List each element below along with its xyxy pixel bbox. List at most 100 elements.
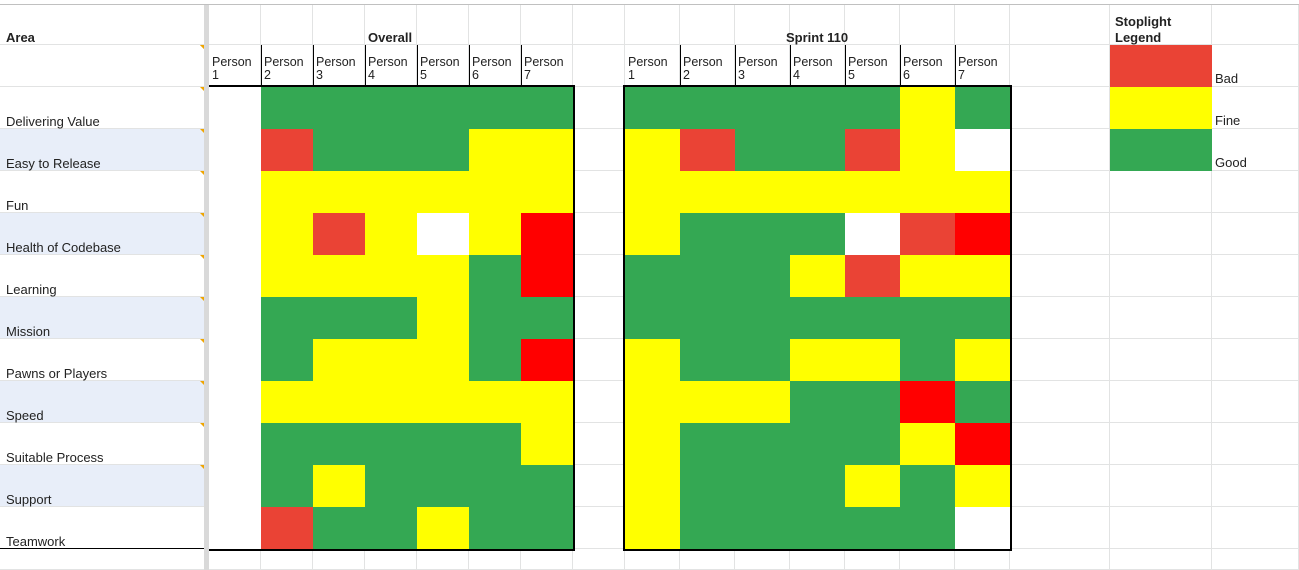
grid-cell[interactable] [1010, 4, 1110, 45]
overall-rating-cell[interactable] [417, 171, 469, 213]
overall-rating-cell[interactable] [209, 465, 261, 507]
grid-cell[interactable] [0, 549, 209, 570]
grid-cell[interactable] [0, 465, 209, 507]
sprint-rating-cell[interactable] [955, 255, 1010, 297]
grid-cell[interactable] [313, 4, 365, 45]
grid-cell[interactable] [1212, 423, 1299, 465]
sprint-rating-cell[interactable] [790, 87, 845, 129]
grid-cell[interactable] [0, 423, 209, 465]
grid-cell[interactable] [573, 45, 625, 87]
grid-cell[interactable] [1212, 171, 1299, 213]
sprint-rating-cell[interactable] [845, 339, 900, 381]
sprint-rating-cell[interactable] [680, 87, 735, 129]
overall-rating-cell[interactable] [209, 507, 261, 549]
sprint-rating-cell[interactable] [845, 255, 900, 297]
sprint-rating-cell[interactable] [955, 381, 1010, 423]
overall-rating-cell[interactable] [365, 381, 417, 423]
overall-rating-cell[interactable] [469, 87, 521, 129]
overall-rating-cell[interactable] [469, 255, 521, 297]
sprint-rating-cell[interactable] [955, 213, 1010, 255]
grid-cell[interactable] [0, 87, 209, 129]
overall-rating-cell[interactable] [209, 339, 261, 381]
sprint-rating-cell[interactable] [735, 213, 790, 255]
grid-cell[interactable] [573, 87, 625, 129]
overall-rating-cell[interactable] [313, 255, 365, 297]
grid-cell[interactable] [790, 4, 845, 45]
overall-rating-cell[interactable] [365, 171, 417, 213]
sprint-rating-cell[interactable] [790, 255, 845, 297]
grid-cell[interactable] [0, 381, 209, 423]
sprint-rating-cell[interactable] [735, 87, 790, 129]
overall-rating-cell[interactable] [469, 465, 521, 507]
sprint-rating-cell[interactable] [900, 297, 955, 339]
grid-cell[interactable] [1010, 381, 1110, 423]
overall-rating-cell[interactable] [521, 297, 573, 339]
sprint-rating-cell[interactable] [900, 465, 955, 507]
sprint-rating-cell[interactable] [625, 213, 680, 255]
sprint-rating-cell[interactable] [955, 297, 1010, 339]
grid-cell[interactable] [1212, 45, 1299, 87]
overall-rating-cell[interactable] [313, 339, 365, 381]
overall-rating-cell[interactable] [313, 213, 365, 255]
overall-rating-cell[interactable] [521, 507, 573, 549]
sprint-rating-cell[interactable] [900, 507, 955, 549]
sprint-rating-cell[interactable] [735, 507, 790, 549]
sprint-rating-cell[interactable] [900, 171, 955, 213]
sprint-rating-cell[interactable] [955, 465, 1010, 507]
sprint-rating-cell[interactable] [680, 255, 735, 297]
grid-cell[interactable] [573, 255, 625, 297]
overall-rating-cell[interactable] [261, 87, 313, 129]
sprint-rating-cell[interactable] [680, 507, 735, 549]
grid-cell[interactable] [1010, 129, 1110, 171]
overall-rating-cell[interactable] [469, 507, 521, 549]
overall-rating-cell[interactable] [417, 465, 469, 507]
overall-rating-cell[interactable] [261, 465, 313, 507]
overall-rating-cell[interactable] [521, 465, 573, 507]
grid-cell[interactable] [573, 4, 625, 45]
grid-cell[interactable] [417, 45, 469, 87]
grid-cell[interactable] [573, 171, 625, 213]
sprint-rating-cell[interactable] [790, 381, 845, 423]
overall-rating-cell[interactable] [365, 297, 417, 339]
grid-cell[interactable] [209, 549, 261, 570]
grid-cell[interactable] [573, 423, 625, 465]
grid-cell[interactable] [1110, 549, 1212, 570]
grid-cell[interactable] [365, 4, 417, 45]
grid-cell[interactable] [680, 4, 735, 45]
grid-cell[interactable] [1010, 507, 1110, 549]
grid-cell[interactable] [521, 4, 573, 45]
grid-cell[interactable] [955, 4, 1010, 45]
overall-rating-cell[interactable] [209, 381, 261, 423]
sprint-rating-cell[interactable] [625, 381, 680, 423]
grid-cell[interactable] [1212, 255, 1299, 297]
grid-cell[interactable] [469, 549, 521, 570]
grid-cell[interactable] [1010, 171, 1110, 213]
grid-cell[interactable] [845, 45, 900, 87]
grid-cell[interactable] [1010, 423, 1110, 465]
overall-rating-cell[interactable] [521, 423, 573, 465]
sprint-rating-cell[interactable] [735, 465, 790, 507]
sprint-rating-cell[interactable] [735, 339, 790, 381]
overall-rating-cell[interactable] [365, 507, 417, 549]
sprint-rating-cell[interactable] [680, 465, 735, 507]
overall-rating-cell[interactable] [469, 381, 521, 423]
overall-rating-cell[interactable] [521, 255, 573, 297]
sprint-rating-cell[interactable] [625, 339, 680, 381]
grid-cell[interactable] [1212, 339, 1299, 381]
grid-cell[interactable] [1010, 549, 1110, 570]
grid-cell[interactable] [1212, 213, 1299, 255]
sprint-rating-cell[interactable] [680, 213, 735, 255]
sprint-rating-cell[interactable] [625, 171, 680, 213]
overall-rating-cell[interactable] [469, 339, 521, 381]
grid-cell[interactable] [900, 549, 955, 570]
overall-rating-cell[interactable] [365, 423, 417, 465]
grid-cell[interactable] [573, 465, 625, 507]
grid-cell[interactable] [0, 213, 209, 255]
sprint-rating-cell[interactable] [680, 339, 735, 381]
grid-cell[interactable] [0, 339, 209, 381]
sprint-rating-cell[interactable] [845, 171, 900, 213]
grid-cell[interactable] [1110, 255, 1212, 297]
overall-rating-cell[interactable] [521, 129, 573, 171]
sprint-rating-cell[interactable] [790, 465, 845, 507]
overall-rating-cell[interactable] [261, 423, 313, 465]
